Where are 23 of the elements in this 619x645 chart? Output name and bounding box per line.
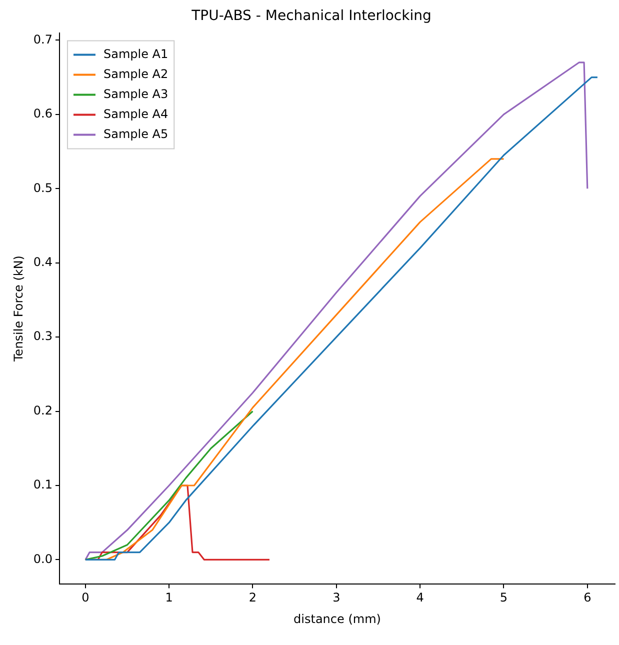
legend-label: Sample A2 (103, 66, 168, 81)
y-tick-label: 0.4 (33, 254, 52, 269)
legend-label: Sample A1 (103, 46, 168, 61)
chart-title: TPU-ABS - Mechanical Interlocking (190, 8, 432, 24)
y-tick-label: 0.1 (33, 478, 52, 492)
y-tick-label: 0.0 (33, 552, 52, 566)
legend-label: Sample A3 (103, 86, 168, 101)
x-tick-label: 6 (584, 590, 592, 605)
y-axis-title: Tensile Force (kN) (11, 256, 26, 362)
x-tick-label: 0 (82, 590, 90, 605)
y-tick-label: 0.5 (33, 180, 52, 195)
y-tick-label: 0.2 (33, 403, 52, 418)
x-tick-label: 5 (500, 590, 508, 605)
y-tick-label: 0.7 (33, 32, 52, 46)
y-tick-label: 0.6 (33, 106, 52, 121)
x-tick-label: 2 (248, 590, 257, 605)
x-axis-title: distance (mm) (294, 612, 381, 626)
x-tick-label: 1 (165, 590, 173, 605)
y-tick-label: 0.3 (33, 329, 52, 344)
x-tick-label: 3 (332, 590, 340, 605)
x-tick-label: 4 (416, 590, 424, 605)
legend-label: Sample A4 (103, 106, 168, 121)
legend-label: Sample A5 (103, 126, 168, 141)
